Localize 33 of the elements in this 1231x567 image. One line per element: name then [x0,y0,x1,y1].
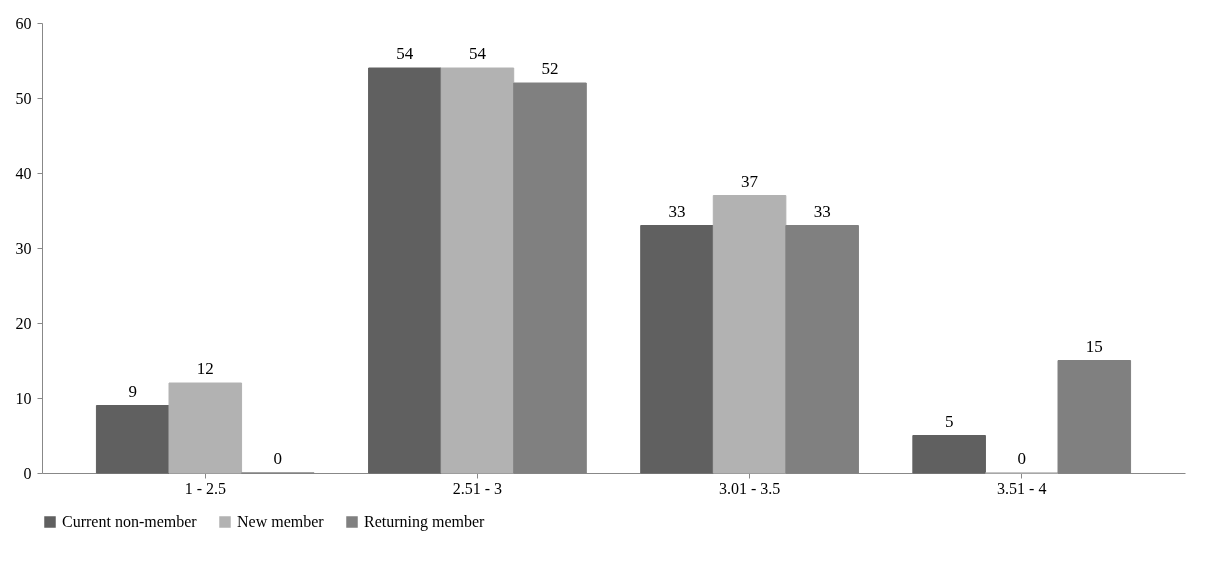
data-label: 33 [813,201,831,221]
data-label: 5 [944,411,954,431]
y-tick-label: 40 [15,164,32,182]
y-tick-label: 60 [15,14,32,32]
data-label: 52 [541,59,559,78]
bar [95,405,170,474]
data-label: 54 [468,44,487,63]
bar [168,382,243,474]
bar [368,67,442,474]
legend-label: Current non-member [62,513,198,530]
y-tick-label: 30 [15,239,32,257]
bar [712,195,787,474]
x-tick-label: 3.01 - 3.5 [718,479,781,497]
x-tick-label: 2.51 - 3 [452,479,503,497]
bar [912,435,986,474]
legend-label: Returning member [364,513,486,531]
bar [440,67,515,474]
data-label: 0 [273,449,283,468]
x-tick-label: 1 - 2.5 [184,479,226,497]
data-label: 54 [396,44,414,63]
data-label: 15 [1085,336,1103,356]
y-tick-label: 0 [23,464,32,482]
data-label: 33 [668,201,686,221]
legend-label: New member [237,513,325,530]
data-label: 0 [1017,449,1026,468]
data-label: 9 [128,381,137,401]
data-label: 12 [196,359,214,378]
data-label: 37 [741,171,759,191]
y-tick-label: 50 [15,89,32,107]
y-tick-label: 20 [15,314,32,332]
bar [640,225,714,474]
x-tick-label: 3.51 - 4 [997,479,1047,497]
y-tick-label: 10 [15,389,32,407]
